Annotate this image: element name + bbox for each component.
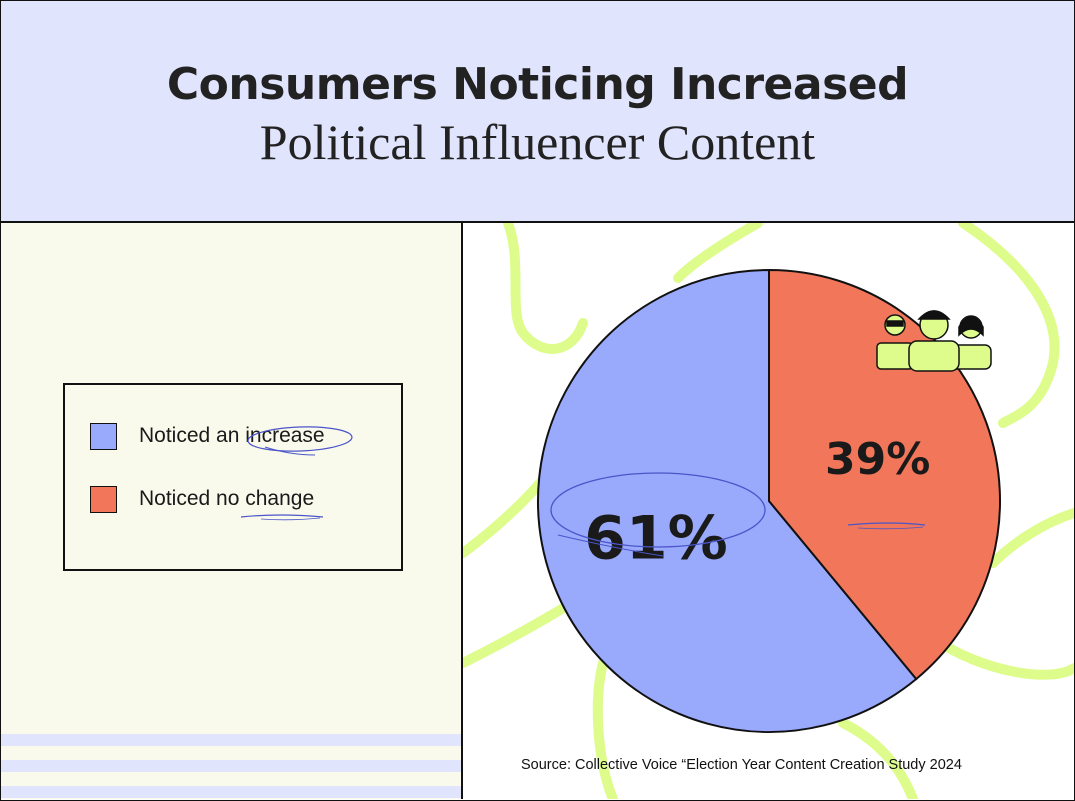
person-2-body <box>908 340 960 372</box>
chart-panel: 61% 39% Source: Collective Voice “Electio… <box>463 223 1074 799</box>
chart-ink-annotations <box>550 472 926 557</box>
stripe-2 <box>1 760 461 772</box>
source-note: Source: Collective Voice “Election Year … <box>521 757 962 773</box>
pie-chart: 61% 39% <box>463 223 1074 799</box>
header-banner: Consumers Noticing Increased Political I… <box>1 1 1074 223</box>
decor-curve-7 <box>928 633 1074 680</box>
legend-item-increase: Noticed an increase <box>90 421 325 451</box>
decor-curve-8 <box>592 658 618 799</box>
person-1-body <box>876 342 914 370</box>
ink-underline-39-2 <box>857 526 924 530</box>
ink-circle-61 <box>550 472 766 548</box>
legend-label-no-change: Noticed no change <box>139 487 315 510</box>
decor-curve-5 <box>958 223 1060 428</box>
ink-underline-39 <box>847 522 926 526</box>
decor-curve-2 <box>463 468 553 558</box>
legend-panel: Noticed an increase Noticed no change <box>1 223 463 799</box>
legend: Noticed an increase Noticed no change <box>63 383 403 571</box>
legend-ink-underline-2 <box>260 517 321 521</box>
people-group-icon <box>876 310 992 372</box>
person-3-hair <box>958 316 984 337</box>
legend-label-increase: Noticed an increase <box>139 424 325 447</box>
decor-curve-6 <box>988 508 1074 568</box>
pie-label-increase: 61% <box>584 503 728 573</box>
legend-swatch-increase <box>90 422 117 450</box>
legend-swatch-no-change <box>90 485 117 513</box>
decor-curve-4 <box>673 223 763 283</box>
legend-ink-underline <box>240 514 324 518</box>
decor-curve-9 <box>838 718 918 799</box>
pie-labels: 61% 39% <box>584 434 930 573</box>
title-line-1: Consumers Noticing Increased <box>166 59 909 110</box>
ink-swash-61 <box>557 534 664 557</box>
stripe-1 <box>1 734 461 746</box>
legend-ink-annotations <box>240 426 353 521</box>
legend-item-no-change: Noticed no change <box>90 484 314 514</box>
title-line-2: Political Influencer Content <box>259 114 816 170</box>
stripe-3 <box>1 786 461 798</box>
pie-slice-increase <box>537 268 918 733</box>
pie-slices <box>537 268 1001 733</box>
person-1-glasses <box>886 320 904 327</box>
decor-curve-1 <box>503 223 588 354</box>
person-2-hair <box>917 310 951 320</box>
pie-label-no-change: 39% <box>825 434 930 485</box>
pie-slice-no-change <box>768 268 1001 681</box>
